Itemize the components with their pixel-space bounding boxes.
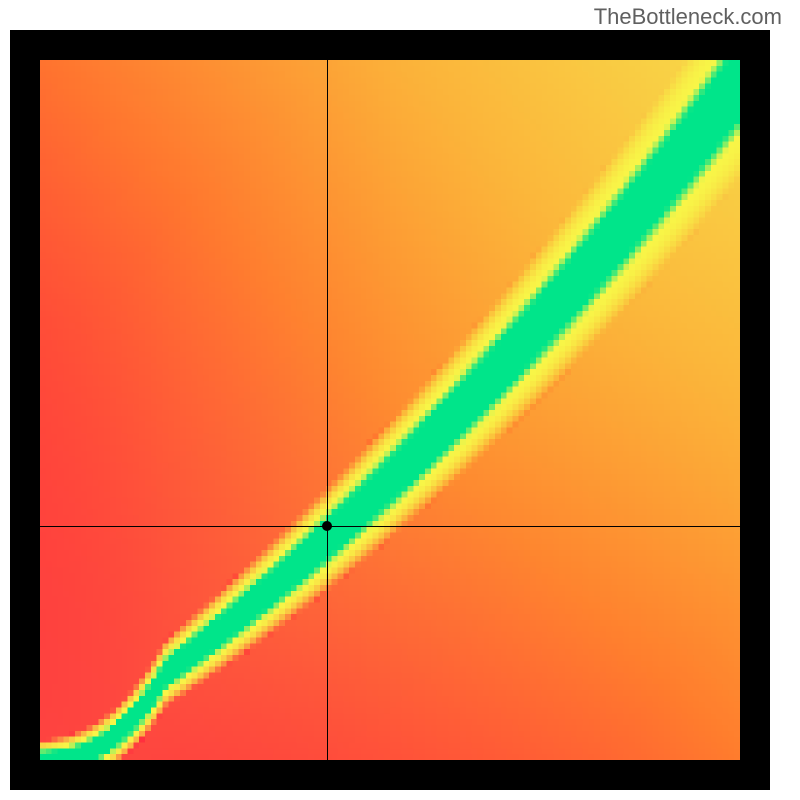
heatmap-canvas bbox=[40, 60, 740, 760]
data-point-marker bbox=[322, 521, 332, 531]
crosshair-vertical bbox=[327, 60, 328, 760]
crosshair-horizontal bbox=[40, 526, 740, 527]
watermark-text: TheBottleneck.com bbox=[594, 4, 782, 30]
plot-inner-area bbox=[40, 60, 740, 760]
plot-outer-frame bbox=[10, 30, 770, 790]
